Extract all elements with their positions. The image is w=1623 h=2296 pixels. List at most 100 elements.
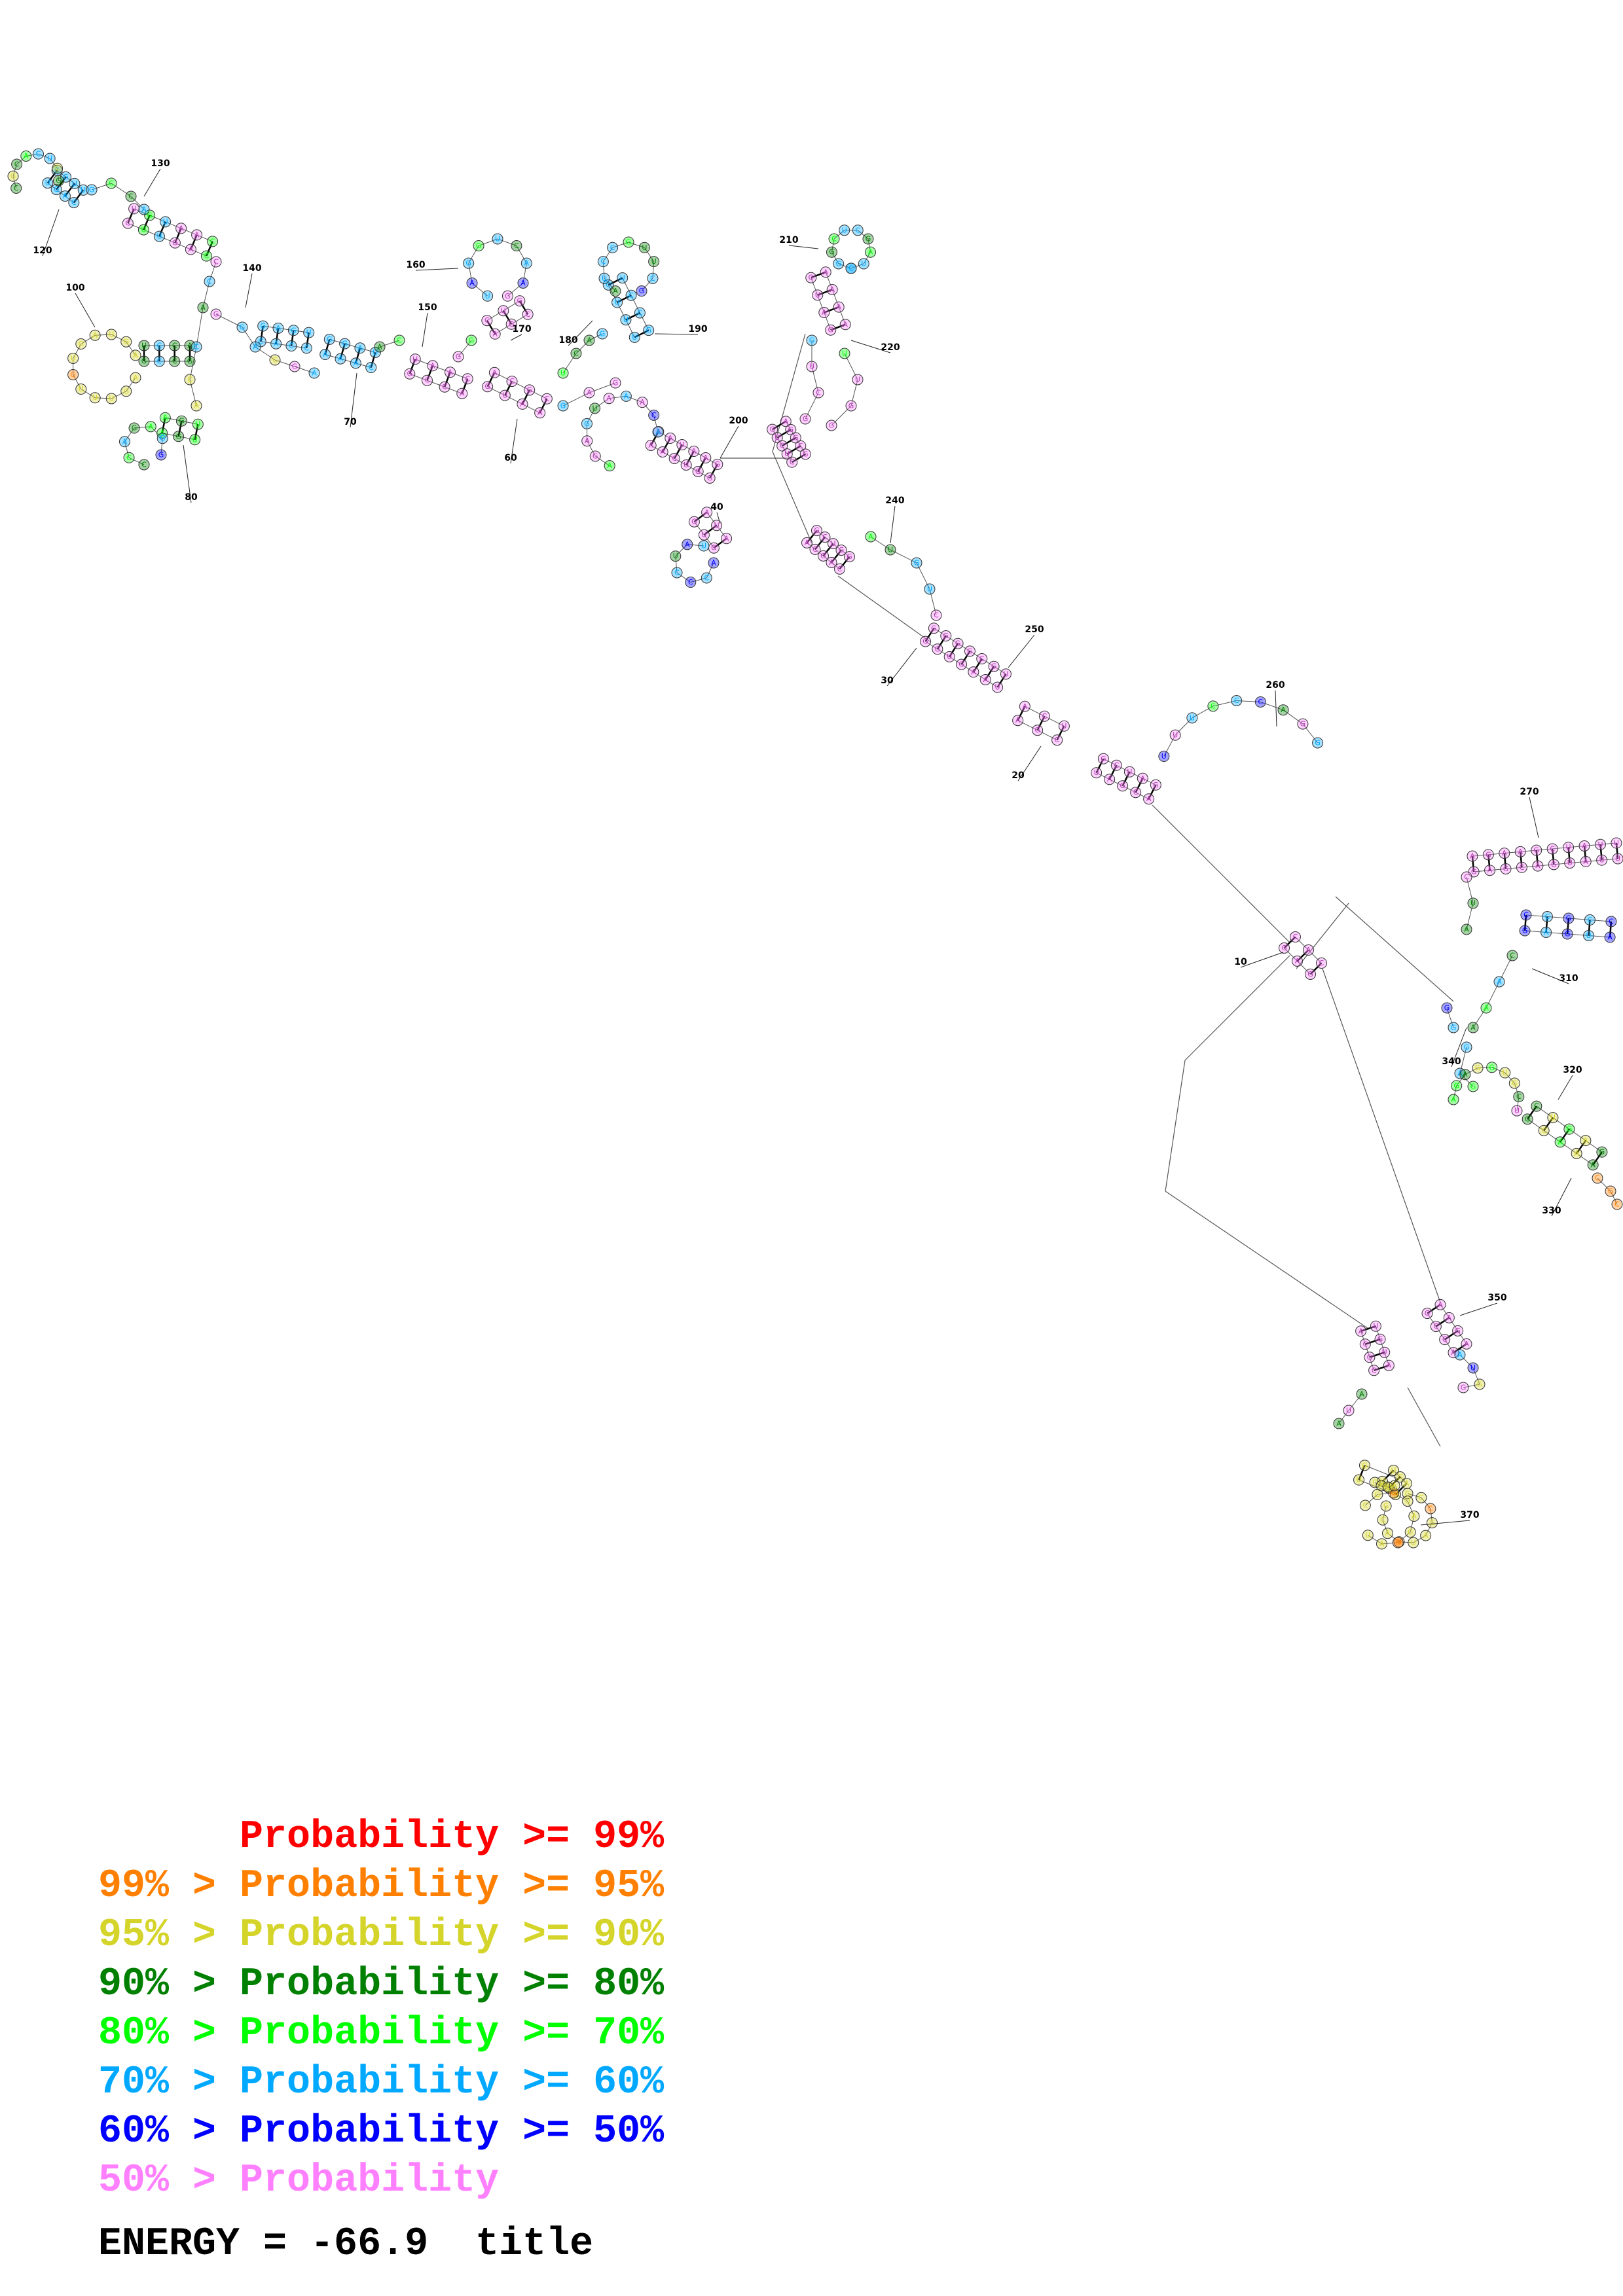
backbone-segment <box>1474 858 1618 872</box>
nucleotide: C <box>668 452 680 464</box>
backbone-segment <box>160 438 163 456</box>
nucleotide-letter: A <box>868 533 873 541</box>
nucleotide: C <box>1315 958 1327 969</box>
nucleotide: A <box>1587 1159 1599 1171</box>
nucleotide-circle <box>1421 1308 1433 1319</box>
nucleotide-letter: G <box>711 544 717 552</box>
base-pair-layer <box>46 170 1619 1496</box>
nucleotide-letter: G <box>1461 1384 1467 1392</box>
base-pair-bond <box>772 420 786 431</box>
nucleotide-circle <box>1467 1022 1479 1033</box>
base-pair-bond <box>634 329 649 338</box>
nucleotide-letter: A <box>448 368 453 376</box>
base-pair-bond <box>924 628 935 642</box>
nucleotide-circle <box>1448 1347 1459 1359</box>
nucleotide-circle <box>1467 1081 1479 1092</box>
base-pair-bond <box>1583 846 1587 862</box>
nucleotide-circle <box>1448 1094 1459 1105</box>
nucleotide-circle <box>1369 1477 1381 1488</box>
nucleotide: A <box>701 507 713 518</box>
nucleotide: C <box>1516 861 1527 873</box>
position-tick <box>1451 1027 1467 1067</box>
nucleotide: A <box>1019 700 1030 712</box>
nucleotide-circle <box>623 236 634 248</box>
legend-label: Probability <box>240 1815 500 1859</box>
position-label-layer: 1020304060708010012013014015016017018019… <box>33 158 1582 1526</box>
backbone-segment <box>1459 1073 1474 1087</box>
nucleotide-letter: G <box>1599 1148 1605 1157</box>
nucleotide-letter: G <box>866 235 871 243</box>
nucleotide-letter: G <box>814 526 820 535</box>
nucleotide-letter: A <box>133 374 138 382</box>
nucleotide-letter: A <box>983 675 988 684</box>
backbone-segment <box>274 359 295 367</box>
nucleotide: G <box>911 557 922 569</box>
nucleotide-letter: G <box>1405 1490 1411 1498</box>
backbone-segment <box>706 562 714 579</box>
nucleotide: G <box>1150 779 1161 791</box>
nucleotide-letter: C <box>71 198 77 207</box>
nucleotide-letter: A <box>836 303 841 312</box>
nucleotide-letter: A <box>1590 1160 1596 1169</box>
backbone-segment <box>1430 1508 1432 1523</box>
backbone-segment <box>1610 1191 1618 1205</box>
nucleotide-circle <box>1123 766 1135 778</box>
nucleotide-circle <box>32 148 44 160</box>
nucleotide-circle <box>1571 1147 1582 1159</box>
nucleotide-circle <box>427 360 439 372</box>
nucleotide: C <box>597 256 609 268</box>
nucleotide-letter: C <box>1293 933 1298 941</box>
nucleotide-circle <box>1000 668 1012 680</box>
nucleotide-circle <box>806 334 818 346</box>
nucleotide-letter: G <box>260 322 266 331</box>
nucleotide: A <box>665 433 676 444</box>
nucleotide: A <box>979 673 991 685</box>
nucleotide: G <box>473 240 484 252</box>
nucleotide-letter: A <box>1518 848 1523 856</box>
nucleotide-letter: U <box>815 291 820 299</box>
nucleotide-letter: C <box>109 179 114 188</box>
nucleotide-letter: G <box>1391 1488 1396 1497</box>
nucleotide-letter: A <box>1336 1420 1341 1428</box>
nucleotide-letter: U <box>1373 1322 1378 1331</box>
base-pair-bond <box>443 372 451 387</box>
base-pair-bond <box>693 511 708 523</box>
position-label: 260 <box>1266 680 1285 691</box>
nucleotide-letter: A <box>1487 866 1493 874</box>
nucleotide-circle <box>1130 787 1142 798</box>
nucleotide-letter: U <box>141 226 146 234</box>
nucleotide-circle <box>638 242 650 253</box>
nucleotide-letter: C <box>855 226 860 234</box>
base-pair-bond <box>1395 1482 1408 1496</box>
nucleotide-circle <box>1604 931 1616 943</box>
backbone-segment <box>522 263 527 283</box>
nucleotide-circle <box>992 681 1004 693</box>
nucleotide-letter: A <box>1438 1300 1443 1309</box>
nucleotide-letter: U <box>1405 1497 1410 1505</box>
nucleotide-letter: A <box>1387 1361 1392 1370</box>
backbone-segment <box>1184 955 1290 1061</box>
nucleotide: U <box>1594 838 1606 850</box>
nucleotide: G <box>1404 1526 1416 1538</box>
base-pair-bond <box>504 381 513 396</box>
nucleotide-circle <box>839 224 850 236</box>
backbone-segment <box>805 392 819 420</box>
backbone-segment <box>1446 1007 1454 1028</box>
nucleotide-circle <box>952 637 964 649</box>
nucleotide-letter: G <box>1397 1473 1403 1481</box>
nucleotide-circle <box>77 184 89 196</box>
nucleotide-letter: G <box>1512 1079 1518 1088</box>
nucleotide: G <box>845 400 857 412</box>
nucleotide-circle <box>249 341 261 353</box>
backbone-segment <box>1165 1060 1186 1192</box>
nucleotide-circle <box>303 327 315 338</box>
nucleotide: G <box>843 551 855 563</box>
nucleotide-letter: U <box>620 274 625 282</box>
legend-row: 70% > Probability >= 60% <box>98 2058 664 2108</box>
backbone-segment <box>811 366 819 393</box>
nucleotide: G <box>128 422 140 434</box>
nucleotide-circle <box>1117 780 1129 792</box>
nucleotide: U <box>1370 1320 1381 1332</box>
nucleotide-circle <box>1376 1538 1387 1550</box>
nucleotide-circle <box>1382 1528 1394 1539</box>
